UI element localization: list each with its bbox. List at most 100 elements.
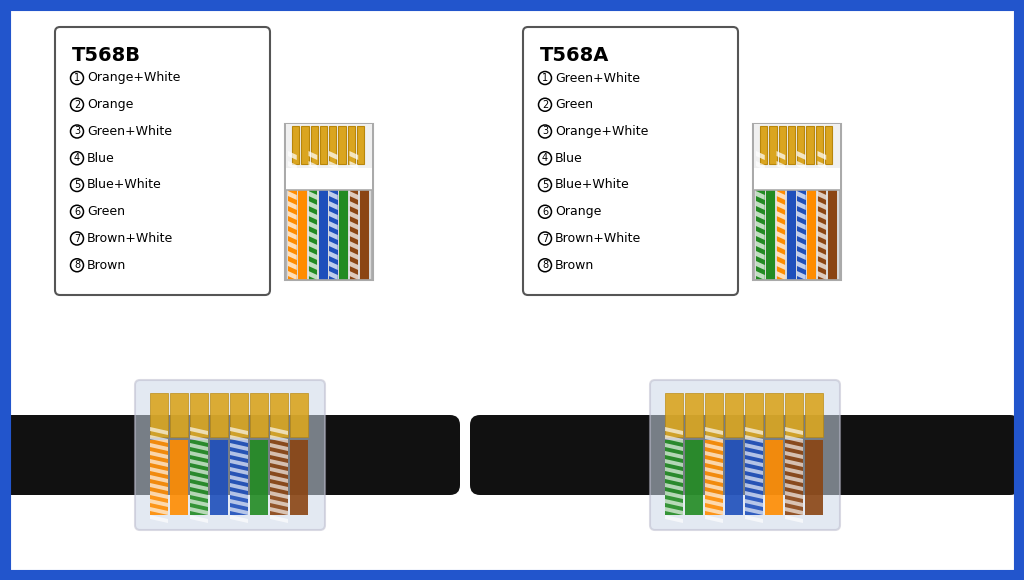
Polygon shape — [665, 507, 683, 515]
Polygon shape — [705, 459, 723, 467]
Polygon shape — [230, 483, 248, 491]
Polygon shape — [797, 221, 806, 230]
Text: 3: 3 — [542, 126, 548, 136]
Polygon shape — [756, 291, 765, 300]
Polygon shape — [349, 171, 358, 180]
Polygon shape — [785, 435, 803, 443]
Polygon shape — [785, 459, 803, 467]
Polygon shape — [230, 507, 248, 515]
Polygon shape — [288, 291, 297, 300]
Polygon shape — [745, 451, 763, 459]
Bar — [817, 190, 826, 280]
Bar — [318, 190, 328, 280]
Polygon shape — [785, 451, 803, 459]
Polygon shape — [349, 161, 358, 170]
Polygon shape — [705, 475, 723, 483]
Polygon shape — [776, 241, 785, 250]
Bar — [329, 190, 338, 280]
Polygon shape — [745, 491, 763, 499]
Bar — [785, 393, 803, 437]
Bar — [286, 190, 372, 280]
Polygon shape — [797, 261, 806, 270]
Polygon shape — [776, 281, 785, 290]
Polygon shape — [270, 515, 288, 523]
Bar — [705, 440, 723, 515]
Polygon shape — [756, 211, 765, 220]
Polygon shape — [817, 211, 826, 220]
Polygon shape — [776, 211, 785, 220]
Polygon shape — [817, 231, 826, 240]
Polygon shape — [270, 443, 288, 451]
Polygon shape — [230, 443, 248, 451]
Bar — [310, 126, 317, 164]
Bar — [359, 190, 369, 280]
Polygon shape — [756, 191, 765, 200]
Bar — [170, 393, 188, 437]
Circle shape — [539, 232, 552, 245]
Bar — [170, 440, 188, 515]
Bar — [797, 126, 804, 164]
Polygon shape — [665, 435, 683, 443]
Text: 3: 3 — [74, 126, 80, 136]
Bar — [754, 124, 840, 168]
Polygon shape — [776, 231, 785, 240]
Polygon shape — [817, 201, 826, 210]
Text: Green+White: Green+White — [555, 71, 640, 85]
Polygon shape — [150, 515, 168, 523]
Polygon shape — [150, 467, 168, 475]
Polygon shape — [230, 467, 248, 475]
Bar — [705, 393, 723, 437]
Polygon shape — [150, 483, 168, 491]
Bar — [288, 190, 297, 280]
Circle shape — [71, 125, 84, 138]
Polygon shape — [349, 291, 358, 300]
Polygon shape — [745, 443, 763, 451]
Polygon shape — [190, 491, 208, 499]
Polygon shape — [665, 491, 683, 499]
Polygon shape — [705, 435, 723, 443]
Circle shape — [71, 259, 84, 272]
Bar — [286, 124, 372, 168]
Polygon shape — [270, 467, 288, 475]
Polygon shape — [776, 201, 785, 210]
Polygon shape — [270, 499, 288, 507]
Text: 7: 7 — [542, 234, 548, 244]
Circle shape — [71, 232, 84, 245]
Circle shape — [71, 98, 84, 111]
Polygon shape — [705, 443, 723, 451]
Polygon shape — [797, 151, 806, 160]
Polygon shape — [190, 435, 208, 443]
Polygon shape — [329, 241, 338, 250]
Polygon shape — [190, 427, 208, 435]
Polygon shape — [150, 507, 168, 515]
Text: Orange: Orange — [87, 98, 133, 111]
Polygon shape — [349, 241, 358, 250]
Polygon shape — [308, 291, 317, 300]
Polygon shape — [817, 151, 826, 160]
Polygon shape — [776, 261, 785, 270]
Polygon shape — [705, 491, 723, 499]
Bar — [230, 393, 248, 437]
Polygon shape — [190, 443, 208, 451]
Polygon shape — [745, 507, 763, 515]
Polygon shape — [329, 151, 338, 160]
Bar — [319, 126, 327, 164]
Polygon shape — [665, 427, 683, 435]
Polygon shape — [785, 475, 803, 483]
Polygon shape — [797, 241, 806, 250]
Circle shape — [71, 205, 84, 218]
Polygon shape — [705, 451, 723, 459]
Polygon shape — [797, 171, 806, 180]
Polygon shape — [329, 221, 338, 230]
Polygon shape — [190, 467, 208, 475]
Text: Blue+White: Blue+White — [555, 179, 630, 191]
Polygon shape — [150, 499, 168, 507]
Bar — [286, 168, 372, 190]
Polygon shape — [785, 483, 803, 491]
Polygon shape — [756, 241, 765, 250]
Polygon shape — [776, 161, 785, 170]
Polygon shape — [349, 281, 358, 290]
Polygon shape — [270, 507, 288, 515]
Polygon shape — [817, 281, 826, 290]
Text: Green: Green — [87, 205, 125, 218]
